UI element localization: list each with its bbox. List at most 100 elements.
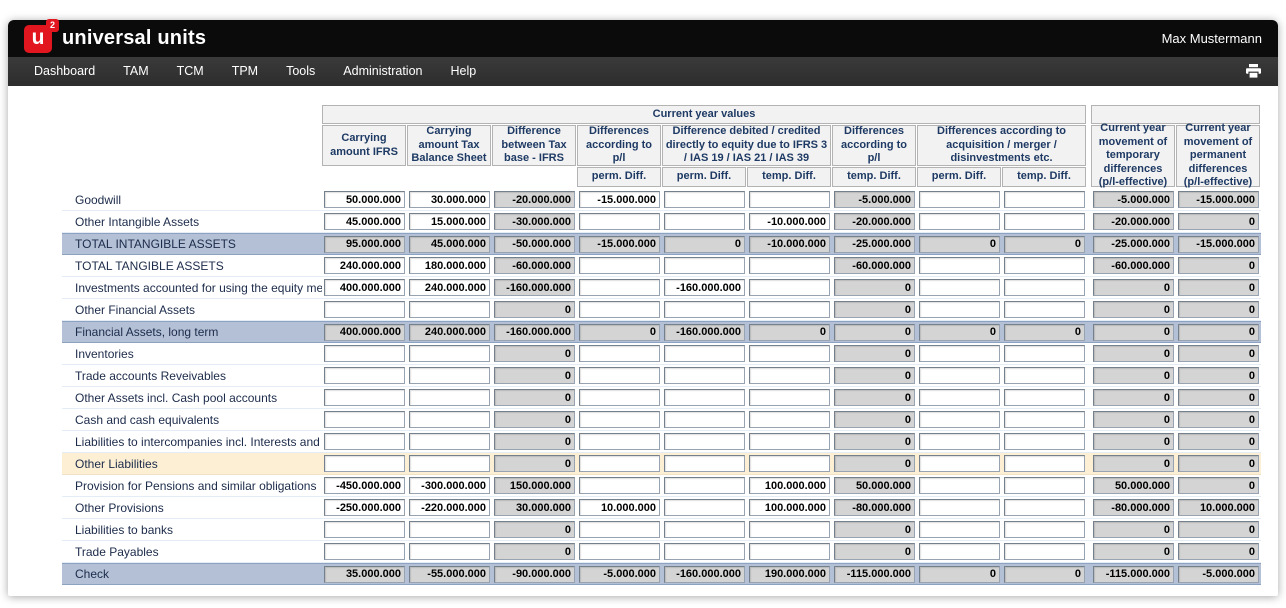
- cell-input-r13-c8[interactable]: [919, 477, 1000, 494]
- print-button[interactable]: [1240, 61, 1266, 83]
- cell-input-r0-c9[interactable]: [1004, 191, 1085, 208]
- cell-input-r8-c2[interactable]: [409, 367, 490, 384]
- cell-input-r4-c4[interactable]: [579, 279, 660, 296]
- nav-item-administration[interactable]: Administration: [343, 64, 423, 78]
- cell-input-r9-c1[interactable]: [324, 389, 405, 406]
- cell-input-r5-c2[interactable]: [409, 301, 490, 318]
- cell-input-r1-c6[interactable]: [749, 213, 830, 230]
- cell-input-r3-c2[interactable]: [409, 257, 490, 274]
- cell-input-r15-c4[interactable]: [579, 521, 660, 538]
- cell-input-r0-c6[interactable]: [749, 191, 830, 208]
- cell-input-r3-c9[interactable]: [1004, 257, 1085, 274]
- cell-input-r4-c9[interactable]: [1004, 279, 1085, 296]
- cell-input-r9-c8[interactable]: [919, 389, 1000, 406]
- cell-input-r5-c4[interactable]: [579, 301, 660, 318]
- cell-input-r11-c4[interactable]: [579, 433, 660, 450]
- cell-input-r10-c6[interactable]: [749, 411, 830, 428]
- cell-input-r7-c9[interactable]: [1004, 345, 1085, 362]
- cell-input-r7-c4[interactable]: [579, 345, 660, 362]
- cell-input-r10-c5[interactable]: [664, 411, 745, 428]
- nav-item-help[interactable]: Help: [450, 64, 477, 78]
- cell-input-r5-c8[interactable]: [919, 301, 1000, 318]
- cell-input-r14-c6[interactable]: [749, 499, 830, 516]
- cell-input-r1-c2[interactable]: [409, 213, 490, 230]
- nav-item-tcm[interactable]: TCM: [176, 64, 204, 78]
- cell-input-r8-c9[interactable]: [1004, 367, 1085, 384]
- cell-input-r13-c5[interactable]: [664, 477, 745, 494]
- cell-input-r8-c4[interactable]: [579, 367, 660, 384]
- cell-input-r13-c4[interactable]: [579, 477, 660, 494]
- cell-input-r9-c9[interactable]: [1004, 389, 1085, 406]
- cell-input-r11-c1[interactable]: [324, 433, 405, 450]
- cell-input-r15-c9[interactable]: [1004, 521, 1085, 538]
- cell-input-r10-c2[interactable]: [409, 411, 490, 428]
- cell-input-r5-c5[interactable]: [664, 301, 745, 318]
- cell-input-r15-c6[interactable]: [749, 521, 830, 538]
- cell-input-r1-c4[interactable]: [579, 213, 660, 230]
- cell-input-r12-c2[interactable]: [409, 455, 490, 472]
- cell-input-r13-c6[interactable]: [749, 477, 830, 494]
- cell-input-r14-c5[interactable]: [664, 499, 745, 516]
- cell-input-r8-c1[interactable]: [324, 367, 405, 384]
- cell-input-r14-c2[interactable]: [409, 499, 490, 516]
- cell-input-r3-c6[interactable]: [749, 257, 830, 274]
- nav-item-tools[interactable]: Tools: [286, 64, 316, 78]
- cell-input-r12-c6[interactable]: [749, 455, 830, 472]
- cell-input-r16-c5[interactable]: [664, 543, 745, 560]
- cell-input-r3-c8[interactable]: [919, 257, 1000, 274]
- cell-input-r4-c1[interactable]: [324, 279, 405, 296]
- cell-input-r1-c5[interactable]: [664, 213, 745, 230]
- cell-input-r14-c8[interactable]: [919, 499, 1000, 516]
- cell-input-r12-c4[interactable]: [579, 455, 660, 472]
- cell-input-r7-c5[interactable]: [664, 345, 745, 362]
- cell-input-r14-c1[interactable]: [324, 499, 405, 516]
- cell-input-r7-c8[interactable]: [919, 345, 1000, 362]
- nav-item-tam[interactable]: TAM: [123, 64, 149, 78]
- cell-input-r16-c9[interactable]: [1004, 543, 1085, 560]
- cell-input-r14-c9[interactable]: [1004, 499, 1085, 516]
- cell-input-r7-c1[interactable]: [324, 345, 405, 362]
- cell-input-r16-c2[interactable]: [409, 543, 490, 560]
- cell-input-r12-c8[interactable]: [919, 455, 1000, 472]
- cell-input-r15-c8[interactable]: [919, 521, 1000, 538]
- cell-input-r8-c6[interactable]: [749, 367, 830, 384]
- nav-item-dashboard[interactable]: Dashboard: [34, 64, 96, 78]
- cell-input-r1-c1[interactable]: [324, 213, 405, 230]
- cell-input-r11-c6[interactable]: [749, 433, 830, 450]
- cell-input-r4-c8[interactable]: [919, 279, 1000, 296]
- cell-input-r12-c5[interactable]: [664, 455, 745, 472]
- cell-input-r13-c1[interactable]: [324, 477, 405, 494]
- cell-input-r3-c5[interactable]: [664, 257, 745, 274]
- cell-input-r5-c1[interactable]: [324, 301, 405, 318]
- cell-input-r10-c9[interactable]: [1004, 411, 1085, 428]
- cell-input-r8-c8[interactable]: [919, 367, 1000, 384]
- cell-input-r15-c5[interactable]: [664, 521, 745, 538]
- cell-input-r7-c6[interactable]: [749, 345, 830, 362]
- cell-input-r0-c4[interactable]: [579, 191, 660, 208]
- cell-input-r9-c4[interactable]: [579, 389, 660, 406]
- cell-input-r10-c8[interactable]: [919, 411, 1000, 428]
- cell-input-r5-c9[interactable]: [1004, 301, 1085, 318]
- cell-input-r4-c2[interactable]: [409, 279, 490, 296]
- cell-input-r0-c2[interactable]: [409, 191, 490, 208]
- cell-input-r10-c1[interactable]: [324, 411, 405, 428]
- nav-item-tpm[interactable]: TPM: [231, 64, 259, 78]
- cell-input-r15-c1[interactable]: [324, 521, 405, 538]
- cell-input-r12-c9[interactable]: [1004, 455, 1085, 472]
- cell-input-r0-c8[interactable]: [919, 191, 1000, 208]
- cell-input-r0-c1[interactable]: [324, 191, 405, 208]
- cell-input-r9-c5[interactable]: [664, 389, 745, 406]
- cell-input-r11-c5[interactable]: [664, 433, 745, 450]
- cell-input-r10-c4[interactable]: [579, 411, 660, 428]
- cell-input-r13-c9[interactable]: [1004, 477, 1085, 494]
- cell-input-r12-c1[interactable]: [324, 455, 405, 472]
- cell-input-r1-c8[interactable]: [919, 213, 1000, 230]
- cell-input-r9-c6[interactable]: [749, 389, 830, 406]
- cell-input-r16-c1[interactable]: [324, 543, 405, 560]
- cell-input-r0-c5[interactable]: [664, 191, 745, 208]
- cell-input-r7-c2[interactable]: [409, 345, 490, 362]
- cell-input-r16-c8[interactable]: [919, 543, 1000, 560]
- cell-input-r15-c2[interactable]: [409, 521, 490, 538]
- cell-input-r11-c8[interactable]: [919, 433, 1000, 450]
- cell-input-r8-c5[interactable]: [664, 367, 745, 384]
